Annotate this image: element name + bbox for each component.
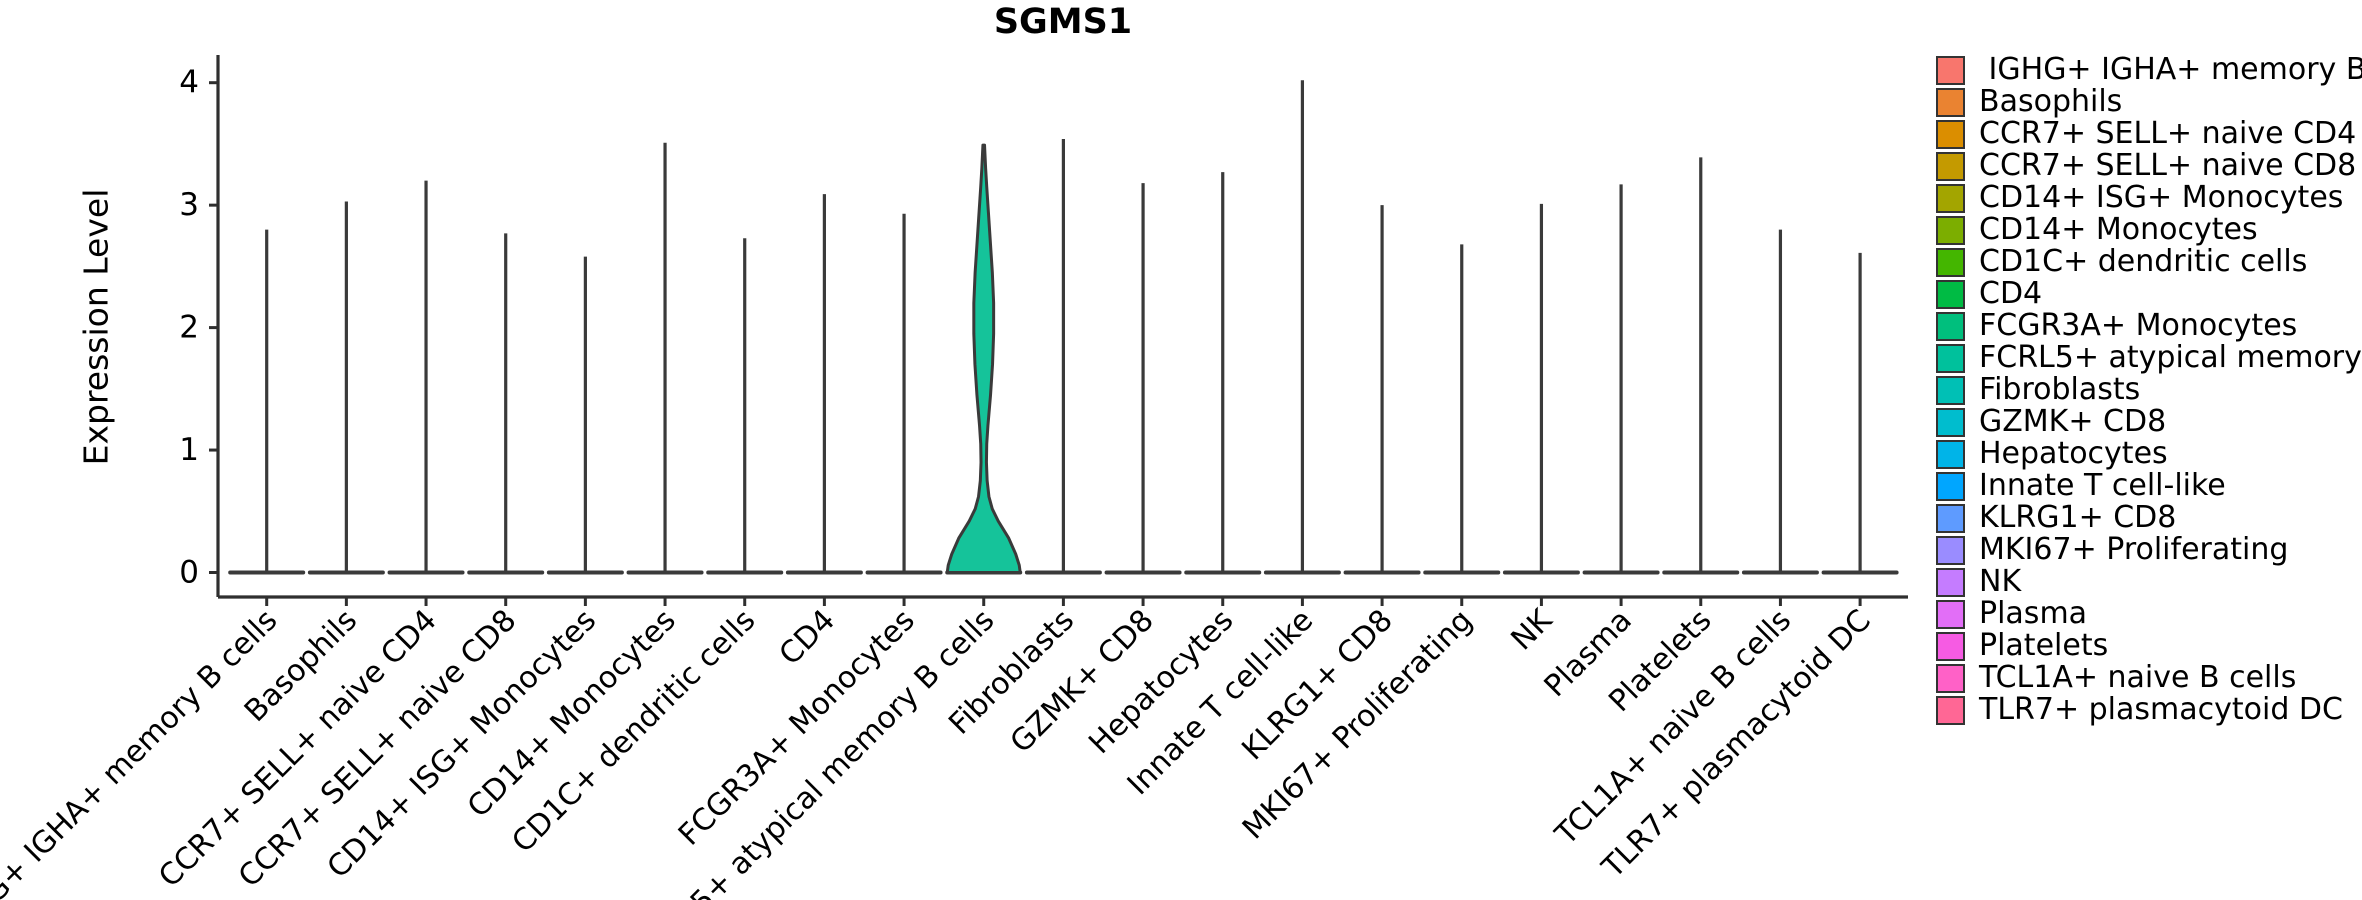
legend-item: TCL1A+ naive B cells — [1936, 662, 2356, 694]
legend-label: FCGR3A+ Monocytes — [1979, 308, 2298, 343]
legend-label: KLRG1+ CD8 — [1979, 500, 2177, 535]
legend-swatch — [1936, 471, 1965, 501]
legend-item: CCR7+ SELL+ naive CD4 — [1936, 118, 2356, 150]
legend-swatch — [1936, 151, 1965, 181]
legend-label: CD14+ Monocytes — [1979, 212, 2258, 247]
y-tick-label: 3 — [179, 187, 199, 223]
legend-swatch — [1936, 279, 1965, 309]
legend-swatch — [1936, 695, 1965, 725]
legend-swatch — [1936, 631, 1965, 661]
legend-swatch — [1936, 663, 1965, 693]
legend-label: CCR7+ SELL+ naive CD4 — [1979, 116, 2357, 151]
legend-label: Innate T cell-like — [1979, 468, 2226, 503]
plot-title: SGMS1 — [993, 2, 1133, 42]
legend-swatch — [1936, 439, 1965, 469]
legend-item: CD1C+ dendritic cells — [1936, 246, 2356, 278]
legend-label: Plasma — [1979, 596, 2088, 631]
x-tick-label: IGHG+ IGHA+ memory B cells — [0, 603, 284, 900]
legend-label: Hepatocytes — [1979, 436, 2168, 471]
legend-item: MKI67+ Proliferating — [1936, 534, 2356, 566]
legend-item: IGHG+ IGHA+ memory B cells — [1936, 54, 2362, 86]
legend-swatch — [1936, 311, 1965, 341]
legend-item: Platelets — [1936, 630, 2356, 662]
legend-item: NK — [1936, 566, 2356, 598]
legend-label: Platelets — [1979, 628, 2109, 663]
legend-item: Plasma — [1936, 598, 2356, 630]
legend-label: CD1C+ dendritic cells — [1979, 244, 2308, 279]
legend-swatch — [1936, 247, 1965, 277]
legend-label: TLR7+ plasmacytoid DC — [1979, 692, 2343, 727]
y-tick-label: 4 — [179, 65, 199, 101]
legend-swatch — [1936, 503, 1965, 533]
legend-item: CD14+ Monocytes — [1936, 214, 2356, 246]
legend-swatch — [1936, 215, 1965, 245]
legend-item: CD14+ ISG+ Monocytes — [1936, 182, 2356, 214]
legend-swatch — [1936, 183, 1965, 213]
legend-swatch — [1936, 87, 1965, 117]
legend-label: MKI67+ Proliferating — [1979, 532, 2289, 567]
legend-item: Fibroblasts — [1936, 374, 2356, 406]
legend-swatch — [1936, 119, 1965, 149]
violin-filled — [945, 143, 1022, 574]
y-tick-label: 0 — [179, 555, 199, 591]
legend-item: FCRL5+ atypical memory B cells — [1936, 342, 2362, 374]
legend-swatch — [1936, 407, 1965, 437]
legend-swatch — [1936, 343, 1965, 373]
legend-item: Innate T cell-like — [1936, 470, 2356, 502]
legend-label: CCR7+ SELL+ naive CD8 — [1979, 148, 2357, 183]
legend-label: Basophils — [1979, 84, 2123, 119]
legend-swatch — [1936, 535, 1965, 565]
legend-item: CD4 — [1936, 278, 2356, 310]
legend-label: TCL1A+ naive B cells — [1979, 660, 2297, 695]
legend-item: Basophils — [1936, 86, 2356, 118]
y-tick-label: 2 — [179, 310, 199, 346]
legend-item: Hepatocytes — [1936, 438, 2356, 470]
legend-item: FCGR3A+ Monocytes — [1936, 310, 2356, 342]
legend-label: CD4 — [1979, 276, 2043, 311]
legend-swatch — [1936, 55, 1965, 85]
legend: IGHG+ IGHA+ memory B cellsBasophilsCCR7+… — [1936, 54, 2362, 726]
legend-swatch — [1936, 567, 1965, 597]
legend-label: IGHG+ IGHA+ memory B cells — [1988, 52, 2362, 87]
legend-swatch — [1936, 375, 1965, 405]
legend-label: GZMK+ CD8 — [1979, 404, 2167, 439]
legend-label: NK — [1979, 564, 2022, 599]
legend-swatch — [1936, 599, 1965, 629]
legend-item: GZMK+ CD8 — [1936, 406, 2356, 438]
legend-label: CD14+ ISG+ Monocytes — [1979, 180, 2344, 215]
legend-label: FCRL5+ atypical memory B cells — [1979, 340, 2362, 375]
legend-item: TLR7+ plasmacytoid DC — [1936, 694, 2356, 726]
y-tick-label: 1 — [179, 432, 199, 468]
x-tick-label: CD4 — [773, 603, 842, 672]
x-tick-label: NK — [1505, 602, 1560, 657]
legend-item: CCR7+ SELL+ naive CD8 — [1936, 150, 2356, 182]
legend-item: KLRG1+ CD8 — [1936, 502, 2356, 534]
legend-label: Fibroblasts — [1979, 372, 2141, 407]
